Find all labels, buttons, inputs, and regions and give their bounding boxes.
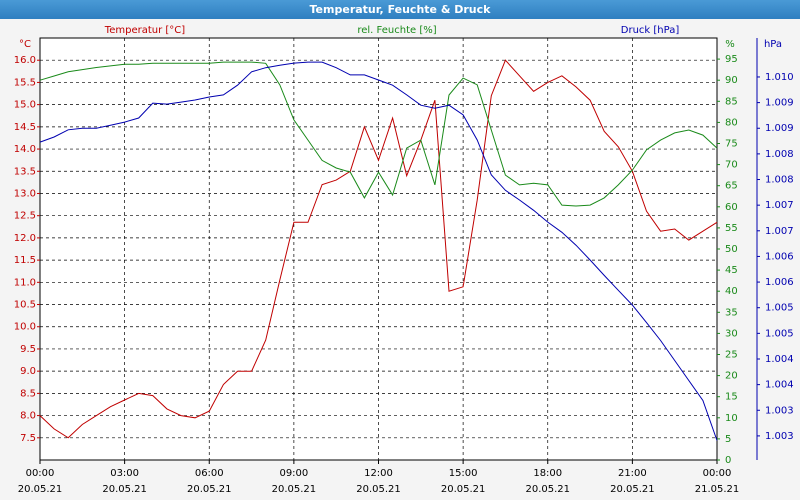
legend-label: Temperatur [°C] [104,25,185,36]
x-tick-label: 12:00 [364,468,393,479]
y-tick-label: 11.5 [14,255,36,266]
y-tick-label: 1.004 [765,354,794,365]
y-tick-label: 7.5 [20,433,36,444]
x-tick-label: 06:00 [195,468,224,479]
y-tick-label: 1.007 [765,226,794,237]
y-tick-label: 15 [725,392,738,403]
x-tick-label: 03:00 [110,468,139,479]
y-tick-label: 1.008 [765,149,794,160]
y-tick-label: 14.5 [14,122,36,133]
y-tick-label: 35 [725,307,738,318]
y-tick-label: 16.0 [14,55,36,66]
legend-label: Druck [hPa] [621,25,680,36]
legend-label: rel. Feuchte [%] [357,25,436,36]
y-tick-label: 70 [725,160,738,171]
y-tick-label: 12.0 [14,233,36,244]
y-tick-label: 95 [725,54,738,65]
y-tick-label: 1.004 [765,380,794,391]
y-tick-label: 50 [725,244,738,255]
y-tick-label: 11.0 [14,277,36,288]
y-tick-label: 14.0 [14,144,36,155]
series-line [39,61,718,441]
y-tick-label: 1.003 [765,431,794,442]
title-bar: Temperatur, Feuchte & Druck [0,0,800,19]
y-tick-label: 1.007 [765,200,794,211]
y-tick-label: 20 [725,371,738,382]
x-tick-date: 21.05.21 [695,484,740,495]
x-tick-label: 09:00 [279,468,308,479]
y-tick-label: 15.5 [14,77,36,88]
y-tick-label: 25 [725,350,738,361]
y-tick-label: 13.0 [14,188,36,199]
y-tick-label: 75 [725,139,738,150]
y-tick-label: 90 [725,75,738,86]
x-tick-date: 20.05.21 [18,484,63,495]
series-line [39,59,718,439]
x-tick-date: 20.05.21 [102,484,147,495]
y-tick-label: 1.009 [765,123,794,134]
y2-axis-unit: % [725,39,735,50]
x-tick-label: 21:00 [618,468,647,479]
y-tick-label: 1.006 [765,251,794,262]
y-tick-label: 1.008 [765,175,794,186]
y-tick-label: 10.5 [14,300,36,311]
y-tick-label: 45 [725,265,738,276]
y-tick-label: 13.5 [14,166,36,177]
y-axis-unit: °C [19,39,31,50]
y-tick-label: 60 [725,202,738,213]
x-tick-date: 20.05.21 [187,484,232,495]
chart: 00:00 20.05.21 03:00 20.05.21 06:00 20.05.21 0… [14,25,794,495]
y-tick-label: 80 [725,117,738,128]
y-tick-label: 40 [725,286,738,297]
y-tick-label: 9.0 [20,366,36,377]
y-tick-label: 5 [725,434,731,445]
y-tick-label: 1.010 [765,72,794,83]
x-tick-date: 20.05.21 [441,484,486,495]
series-line [39,61,718,207]
x-tick-label: 15:00 [449,468,478,479]
y-tick-label: 15.0 [14,100,36,111]
y-tick-label: 1.006 [765,277,794,288]
y-tick-label: 55 [725,223,738,234]
x-tick-label: 00:00 [26,468,55,479]
y-tick-label: 9.5 [20,344,36,355]
x-tick-date: 20.05.21 [356,484,401,495]
y-tick-label: 0 [725,455,731,466]
y-tick-label: 85 [725,96,738,107]
y-tick-label: 65 [725,181,738,192]
y-tick-label: 8.0 [20,411,36,422]
y-tick-label: 8.5 [20,388,36,399]
y-tick-label: 10.0 [14,322,36,333]
x-tick-label: 18:00 [533,468,562,479]
y-tick-label: 1.003 [765,405,794,416]
x-tick-label: 00:00 [703,468,732,479]
y-tick-label: 12.5 [14,211,36,222]
y-tick-label: 30 [725,328,738,339]
x-tick-date: 20.05.21 [272,484,317,495]
x-tick-date: 20.05.21 [525,484,570,495]
x-tick-date: 20.05.21 [610,484,655,495]
y-tick-label: 1.005 [765,303,794,314]
y-tick-label: 10 [725,413,738,424]
y-tick-label: 1.009 [765,98,794,109]
y-tick-label: 1.005 [765,328,794,339]
y3-axis-unit: hPa [764,39,782,50]
